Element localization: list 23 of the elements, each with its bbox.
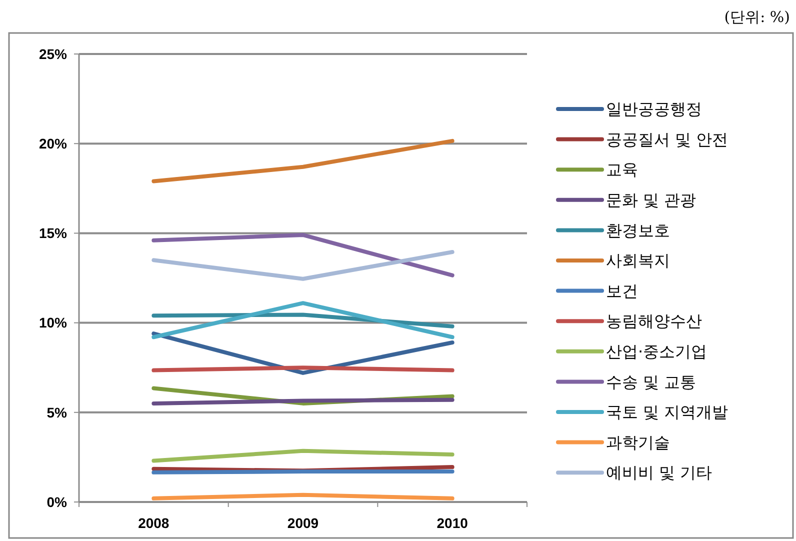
y-tick-label: 25% — [38, 46, 68, 62]
y-tick-label: 20% — [38, 136, 68, 152]
legend-label: 수송 및 교통 — [606, 372, 696, 392]
legend-label: 과학기술 — [606, 432, 670, 452]
legend-label: 환경보호 — [606, 220, 670, 240]
y-tick-label: 5% — [46, 404, 68, 420]
y-tick-label: 15% — [38, 225, 68, 242]
y-tick-label: 0% — [46, 494, 68, 510]
legend-label: 농림해양수산 — [606, 312, 702, 331]
legend-label: 사회복지 — [606, 251, 670, 270]
legend-label: 보건 — [606, 281, 638, 300]
legend-label: 교육 — [606, 160, 638, 180]
legend-label: 국토 및 지역개발 — [606, 402, 728, 422]
legend-label: 공공질서 및 안전 — [606, 130, 728, 149]
x-tick-label: 2009 — [287, 515, 319, 531]
legend-label: 산업·중소기업 — [606, 342, 708, 361]
legend-label: 문화 및 관광 — [606, 190, 696, 210]
legend-label: 일반공공행정 — [606, 100, 702, 119]
text: (단위: %) — [724, 8, 790, 26]
x-tick-label: 2010 — [436, 515, 468, 531]
legend-label: 예비비 및 기타 — [606, 463, 712, 482]
y-tick-label: 10% — [38, 314, 68, 331]
x-tick-label: 2008 — [138, 515, 170, 531]
